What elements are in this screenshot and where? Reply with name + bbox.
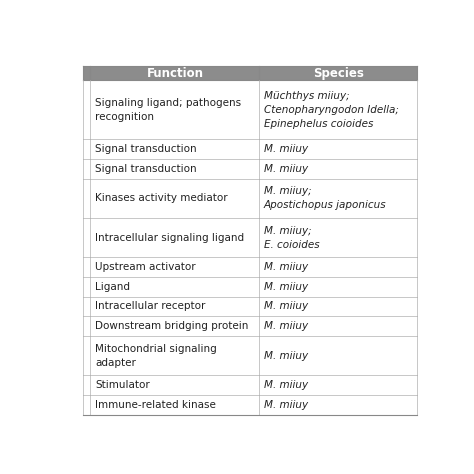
Text: Signaling ligand; pathogens
recognition: Signaling ligand; pathogens recognition — [95, 98, 241, 122]
Text: Intracellular signaling ligand: Intracellular signaling ligand — [95, 233, 244, 243]
Text: M. miiuy: M. miiuy — [264, 282, 308, 292]
Bar — [83, 66, 418, 80]
Text: Function: Function — [146, 67, 203, 80]
Text: M. miiuy: M. miiuy — [264, 262, 308, 272]
Text: Müchthys miiuy;
Ctenopharyngodon Idella;
Epinephelus coioides: Müchthys miiuy; Ctenopharyngodon Idella;… — [264, 91, 399, 129]
Bar — [83, 277, 418, 297]
Text: M. miiuy: M. miiuy — [264, 144, 308, 154]
Text: Species: Species — [313, 67, 364, 80]
Bar — [83, 257, 418, 277]
Bar — [83, 159, 418, 179]
Text: M. miiuy: M. miiuy — [264, 400, 308, 410]
Bar — [83, 139, 418, 159]
Text: M. miiuy: M. miiuy — [264, 380, 308, 390]
Bar — [83, 336, 418, 375]
Text: Downstream bridging protein: Downstream bridging protein — [95, 321, 248, 331]
Text: M. miiuy: M. miiuy — [264, 164, 308, 173]
Bar — [83, 395, 418, 415]
Bar — [83, 297, 418, 316]
Text: Stimulator: Stimulator — [95, 380, 150, 390]
Bar — [83, 80, 418, 139]
Text: Signal transduction: Signal transduction — [95, 164, 197, 173]
Text: Upstream activator: Upstream activator — [95, 262, 195, 272]
Text: M. miiuy;
E. coioides: M. miiuy; E. coioides — [264, 226, 319, 249]
Bar — [83, 179, 418, 218]
Text: Immune-related kinase: Immune-related kinase — [95, 400, 216, 410]
Text: M. miiuy: M. miiuy — [264, 351, 308, 361]
Text: M. miiuy;
Apostichopus japonicus: M. miiuy; Apostichopus japonicus — [264, 186, 386, 210]
Text: Intracellular receptor: Intracellular receptor — [95, 301, 205, 311]
Text: Kinases activity mediator: Kinases activity mediator — [95, 193, 228, 203]
Bar — [83, 218, 418, 257]
Text: M. miiuy: M. miiuy — [264, 321, 308, 331]
Text: Ligand: Ligand — [95, 282, 130, 292]
Text: M. miiuy: M. miiuy — [264, 301, 308, 311]
Text: Signal transduction: Signal transduction — [95, 144, 197, 154]
Bar — [83, 316, 418, 336]
Text: Mitochondrial signaling
adapter: Mitochondrial signaling adapter — [95, 344, 217, 367]
Bar — [83, 375, 418, 395]
